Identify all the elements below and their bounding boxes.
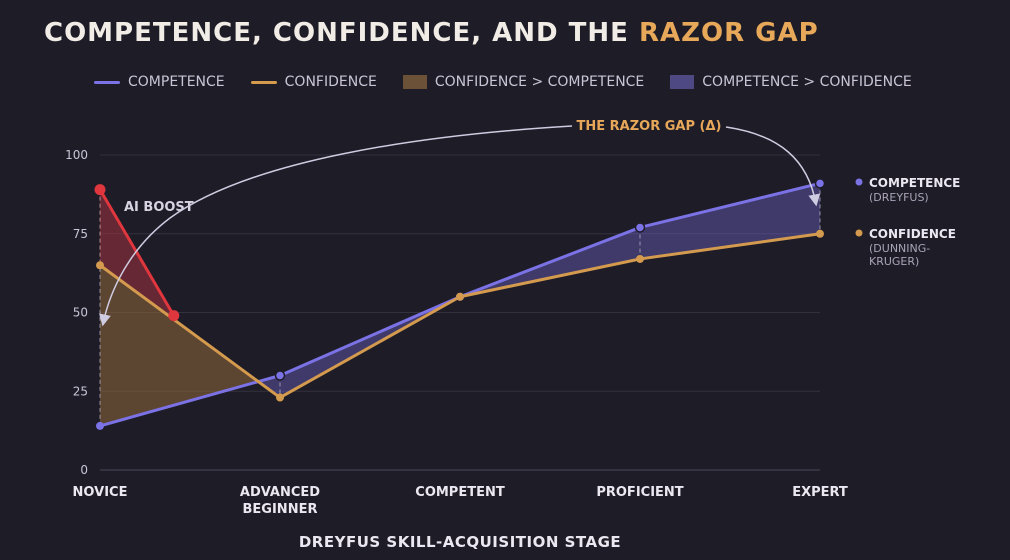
x-tick-label: EXPERT: [792, 485, 848, 500]
y-tick-label: 25: [73, 384, 88, 398]
annotations: AI BOOST THE RAZOR GAP (Δ) COMPETENCE(DREY…: [99, 119, 960, 327]
x-tick-label: PROFICIENT: [596, 485, 683, 500]
end-label-sub: (DUNNING-: [869, 242, 930, 255]
confidence-point: [816, 229, 824, 238]
y-tick-label: 75: [73, 227, 88, 241]
end-label-name: COMPETENCE: [869, 176, 960, 190]
legend-item-overconfidence-area: CONFIDENCE > COMPETENCE: [402, 74, 645, 90]
x-axis-title: DREYFUS SKILL-ACQUISITION STAGE: [299, 533, 621, 551]
y-tick-label: 100: [65, 148, 88, 162]
confidence-point: [96, 261, 104, 270]
ai-boost-line: [98, 188, 176, 317]
razor-gap-arrow-right: [725, 126, 821, 207]
ai-boost-label: AI BOOST: [124, 200, 194, 215]
grid: [100, 154, 820, 471]
competence-point: [634, 222, 646, 233]
x-tick-label: COMPETENT: [415, 485, 505, 500]
end-label-name: CONFIDENCE: [869, 227, 956, 241]
legend-swatch-underconfidence: [670, 75, 695, 89]
legend-swatch-overconfidence: [402, 75, 427, 89]
legend-label-overconfidence: CONFIDENCE > COMPETENCE: [434, 74, 645, 90]
legend-label-underconfidence: COMPETENCE > CONFIDENCE: [702, 74, 912, 90]
legend-item-competence: COMPETENCE: [94, 74, 225, 90]
legend-label-competence: COMPETENCE: [128, 74, 225, 90]
title-accent: RAZOR GAP: [638, 18, 819, 48]
end-label-sub: (DREYFUS): [869, 191, 929, 204]
end-label-dot: [855, 178, 863, 186]
confidence-point: [636, 254, 644, 263]
legend-swatch-confidence: [250, 80, 277, 84]
gap-area-3: [640, 183, 820, 259]
confidence-point: [456, 292, 464, 301]
ai-boost-point-start: [94, 184, 106, 196]
legend-item-confidence: CONFIDENCE: [250, 74, 377, 90]
legend-label-confidence: CONFIDENCE: [284, 74, 377, 90]
axis-labels: 0 25 50 75 100 NOVICE ADVANCED BEGINNER COMPETEN…: [65, 148, 848, 551]
legend: COMPETENCE CONFIDENCE CONFIDENCE > COMPE…: [94, 74, 912, 90]
chart-title: COMPETENCE, CONFIDENCE, AND THE RAZOR GA…: [44, 18, 819, 48]
series-points: [94, 178, 826, 430]
competence-point: [814, 178, 826, 189]
competence-point: [96, 421, 104, 430]
x-tick-label: ADVANCED: [240, 485, 320, 500]
y-tick-label: 50: [73, 306, 88, 320]
x-tick-label: NOVICE: [73, 485, 128, 500]
gap-areas: [100, 183, 820, 426]
y-tick-label: 0: [80, 463, 88, 477]
gap-area-0a: [100, 265, 259, 426]
razor-gap-label: THE RAZOR GAP (Δ): [577, 119, 722, 134]
competence-point: [274, 370, 286, 381]
title-main: COMPETENCE, CONFIDENCE, AND THE: [44, 18, 639, 48]
legend-item-underconfidence-area: COMPETENCE > CONFIDENCE: [670, 74, 912, 90]
x-tick-label: BEGINNER: [243, 502, 318, 517]
end-label-dot: [855, 229, 863, 237]
razor-gap-arrow-left: [99, 125, 573, 327]
end-label-sub: KRUGER): [869, 255, 919, 268]
ai-boost-point-end: [168, 310, 180, 322]
confidence-point: [276, 393, 284, 402]
legend-swatch-competence: [94, 80, 120, 84]
